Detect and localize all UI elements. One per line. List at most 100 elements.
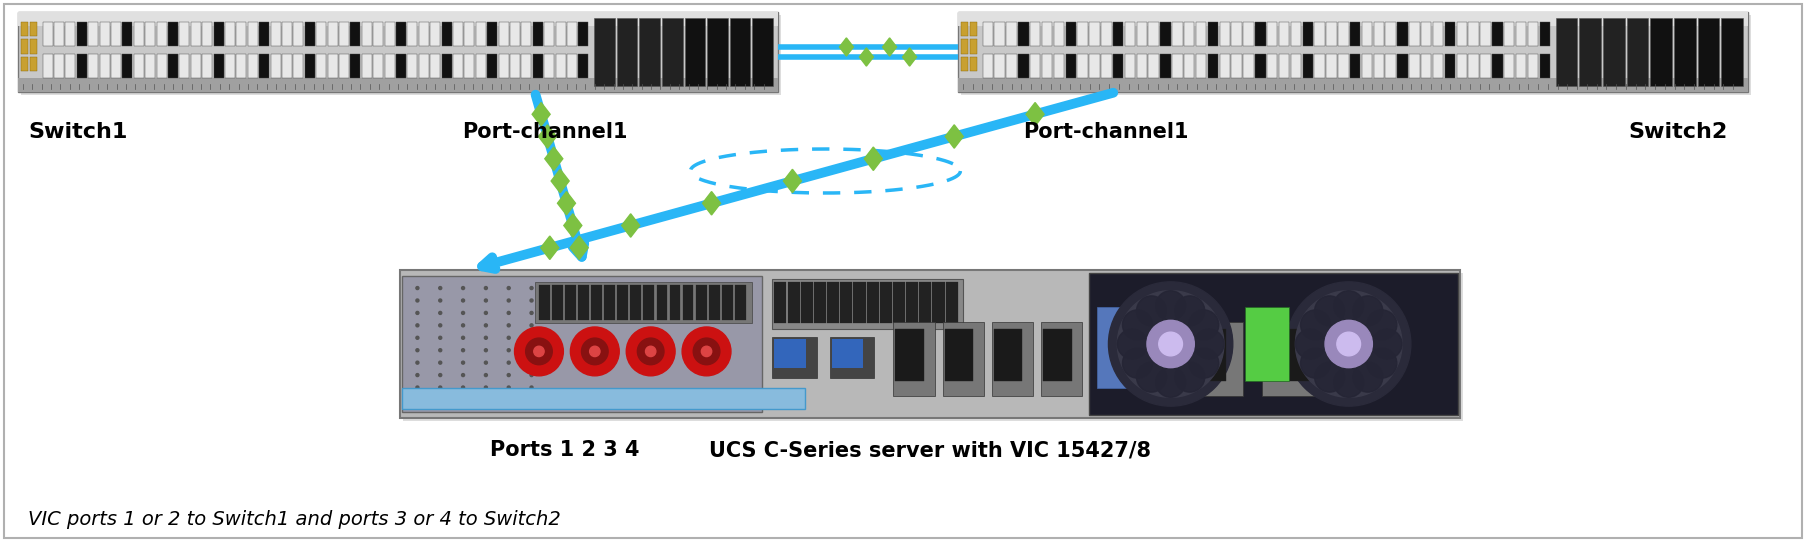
Circle shape xyxy=(439,299,442,302)
Circle shape xyxy=(700,346,711,357)
FancyBboxPatch shape xyxy=(22,39,29,54)
Circle shape xyxy=(529,312,532,314)
FancyBboxPatch shape xyxy=(339,22,348,46)
FancyBboxPatch shape xyxy=(969,57,977,71)
FancyBboxPatch shape xyxy=(134,22,144,46)
FancyBboxPatch shape xyxy=(735,285,745,320)
FancyBboxPatch shape xyxy=(960,15,1751,95)
Circle shape xyxy=(570,327,619,376)
FancyBboxPatch shape xyxy=(1278,22,1289,46)
FancyBboxPatch shape xyxy=(657,285,668,320)
FancyBboxPatch shape xyxy=(1018,54,1029,78)
Circle shape xyxy=(529,336,532,339)
FancyBboxPatch shape xyxy=(453,54,462,78)
FancyBboxPatch shape xyxy=(78,54,87,78)
Polygon shape xyxy=(902,48,917,66)
FancyBboxPatch shape xyxy=(271,22,280,46)
FancyBboxPatch shape xyxy=(123,54,132,78)
Text: Port-channel1: Port-channel1 xyxy=(1023,122,1188,142)
Circle shape xyxy=(529,361,532,364)
FancyBboxPatch shape xyxy=(708,285,718,320)
Circle shape xyxy=(1334,291,1363,320)
Circle shape xyxy=(462,312,464,314)
FancyBboxPatch shape xyxy=(893,322,933,396)
Circle shape xyxy=(439,349,442,352)
FancyBboxPatch shape xyxy=(800,282,812,323)
FancyBboxPatch shape xyxy=(1325,22,1336,46)
Circle shape xyxy=(484,349,487,352)
FancyBboxPatch shape xyxy=(722,285,733,320)
FancyBboxPatch shape xyxy=(1125,54,1135,78)
Polygon shape xyxy=(883,38,895,56)
Circle shape xyxy=(1175,362,1204,392)
FancyBboxPatch shape xyxy=(226,22,235,46)
FancyBboxPatch shape xyxy=(54,22,63,46)
Circle shape xyxy=(462,324,464,327)
FancyBboxPatch shape xyxy=(99,22,110,46)
FancyBboxPatch shape xyxy=(1231,54,1242,78)
FancyBboxPatch shape xyxy=(1538,54,1549,78)
FancyBboxPatch shape xyxy=(532,54,543,78)
Circle shape xyxy=(415,324,419,327)
FancyBboxPatch shape xyxy=(1088,54,1099,78)
FancyBboxPatch shape xyxy=(475,54,486,78)
FancyBboxPatch shape xyxy=(827,282,839,323)
FancyBboxPatch shape xyxy=(1650,18,1671,86)
FancyBboxPatch shape xyxy=(1431,22,1442,46)
FancyBboxPatch shape xyxy=(419,54,428,78)
FancyBboxPatch shape xyxy=(260,22,269,46)
FancyBboxPatch shape xyxy=(305,54,314,78)
FancyBboxPatch shape xyxy=(1159,54,1170,78)
FancyBboxPatch shape xyxy=(31,39,36,54)
Circle shape xyxy=(1366,310,1395,340)
Circle shape xyxy=(507,361,511,364)
FancyBboxPatch shape xyxy=(1029,22,1040,46)
FancyBboxPatch shape xyxy=(1041,54,1052,78)
Circle shape xyxy=(581,338,608,365)
Circle shape xyxy=(529,373,532,377)
FancyBboxPatch shape xyxy=(442,22,451,46)
Circle shape xyxy=(462,386,464,389)
FancyBboxPatch shape xyxy=(630,285,641,320)
FancyBboxPatch shape xyxy=(374,54,383,78)
FancyBboxPatch shape xyxy=(202,22,211,46)
FancyBboxPatch shape xyxy=(567,22,576,46)
FancyBboxPatch shape xyxy=(774,339,805,368)
Circle shape xyxy=(415,287,419,289)
FancyBboxPatch shape xyxy=(567,54,576,78)
FancyBboxPatch shape xyxy=(522,22,531,46)
Circle shape xyxy=(529,299,532,302)
FancyBboxPatch shape xyxy=(498,22,509,46)
FancyBboxPatch shape xyxy=(753,18,773,86)
FancyBboxPatch shape xyxy=(944,329,973,381)
FancyBboxPatch shape xyxy=(1467,54,1478,78)
Circle shape xyxy=(1352,362,1383,392)
Circle shape xyxy=(1314,362,1343,392)
FancyBboxPatch shape xyxy=(578,22,588,46)
FancyBboxPatch shape xyxy=(814,282,825,323)
FancyBboxPatch shape xyxy=(1096,307,1166,389)
FancyBboxPatch shape xyxy=(1408,22,1419,46)
FancyBboxPatch shape xyxy=(532,22,543,46)
FancyBboxPatch shape xyxy=(1254,22,1265,46)
FancyBboxPatch shape xyxy=(1267,54,1276,78)
FancyBboxPatch shape xyxy=(1291,54,1300,78)
FancyBboxPatch shape xyxy=(78,22,87,46)
Circle shape xyxy=(1175,296,1204,326)
FancyBboxPatch shape xyxy=(144,22,155,46)
Circle shape xyxy=(507,386,511,389)
Circle shape xyxy=(1352,296,1383,326)
FancyBboxPatch shape xyxy=(1527,22,1538,46)
Circle shape xyxy=(1155,367,1184,397)
FancyBboxPatch shape xyxy=(1278,54,1289,78)
FancyBboxPatch shape xyxy=(43,22,52,46)
Circle shape xyxy=(1294,329,1325,359)
FancyBboxPatch shape xyxy=(1431,54,1442,78)
Circle shape xyxy=(1117,291,1224,397)
Circle shape xyxy=(507,349,511,352)
Circle shape xyxy=(484,386,487,389)
Circle shape xyxy=(439,287,442,289)
FancyBboxPatch shape xyxy=(361,54,372,78)
Polygon shape xyxy=(783,169,801,193)
Circle shape xyxy=(529,386,532,389)
